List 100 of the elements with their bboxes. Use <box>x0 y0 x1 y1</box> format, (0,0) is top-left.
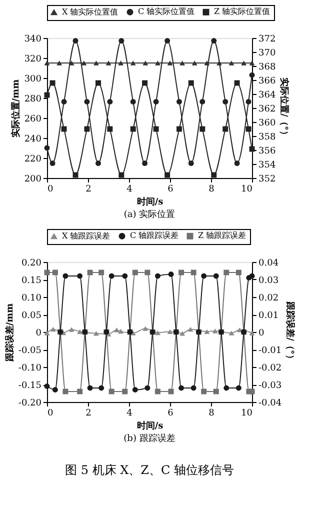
y2-tick-label: 366 <box>258 76 276 86</box>
y-tick-label: 220 <box>24 154 42 164</box>
point <box>118 60 124 66</box>
legend-label: C 轴实际位置值 <box>138 7 195 16</box>
y2-tick-label: 352 <box>258 174 276 184</box>
legend-label: X 轴实际位置值 <box>62 7 118 16</box>
y-tick-label: 280 <box>24 94 42 104</box>
point <box>98 385 104 391</box>
text: (b) 跟踪误差 <box>124 433 176 444</box>
x-tick-label: 4 <box>126 408 133 418</box>
point <box>77 273 83 279</box>
point <box>107 98 113 104</box>
y-tick-label: 0.15 <box>21 276 42 286</box>
point <box>130 60 136 66</box>
x-tick-label: 10 <box>241 408 253 418</box>
y2-tick-label: -0.04 <box>258 398 282 408</box>
y2-tick-label: 368 <box>258 62 276 72</box>
point <box>236 385 242 391</box>
point <box>44 330 50 336</box>
point <box>56 60 62 66</box>
y2-axis-title: 跟踪误差/（°） <box>284 300 296 364</box>
point <box>249 72 255 78</box>
point <box>98 270 104 276</box>
y-tick-label: 300 <box>24 74 42 84</box>
point <box>188 160 194 166</box>
point <box>130 330 136 336</box>
y-tick-label: 320 <box>24 54 42 64</box>
point <box>211 172 217 178</box>
point <box>180 331 186 336</box>
y-tick-label: -0.05 <box>18 346 42 356</box>
y-tick-label: 0 <box>36 328 42 338</box>
point <box>61 98 67 104</box>
point <box>178 385 184 391</box>
y2-tick-label: -0.01 <box>258 346 282 356</box>
point <box>142 80 148 86</box>
x-tick-label: 4 <box>126 184 133 194</box>
point <box>228 60 234 66</box>
point <box>164 172 170 178</box>
point <box>180 60 186 66</box>
y2-tick-label: 372 <box>258 34 276 44</box>
point <box>241 60 247 66</box>
point <box>44 60 50 66</box>
x-tick-label: 0 <box>48 184 54 194</box>
y2-tick-label: 362 <box>258 104 276 114</box>
point <box>234 160 240 166</box>
point <box>144 385 150 391</box>
point <box>77 388 83 394</box>
x-tick-label: 10 <box>241 184 253 194</box>
legend-label: C 轴跟踪误差 <box>130 231 179 240</box>
point <box>122 273 128 279</box>
x-tick-label: 6 <box>168 184 174 194</box>
point <box>188 326 194 332</box>
caption: 图 5 机床 X、Z、C 轴位移信号 <box>65 463 234 477</box>
point <box>130 98 136 104</box>
point <box>211 38 217 44</box>
x-tick-label: 8 <box>208 184 215 194</box>
point <box>142 160 148 166</box>
legend-label: Z 轴跟踪误差 <box>198 231 246 240</box>
point <box>96 160 101 166</box>
point <box>154 60 160 66</box>
y-tick-label: 240 <box>24 134 42 144</box>
point <box>236 270 242 276</box>
y-tick-label: 200 <box>24 174 42 184</box>
point <box>87 385 93 391</box>
point <box>50 160 56 166</box>
y-tick-label: 340 <box>24 34 42 44</box>
point <box>93 60 99 66</box>
legend-label: X 轴跟踪误差 <box>62 231 110 240</box>
point <box>68 60 74 66</box>
y-axis-title: 跟踪误差/mm <box>4 302 16 363</box>
point <box>168 272 174 277</box>
point <box>84 98 90 104</box>
point <box>246 275 252 280</box>
y2-axis-title: 实际位置/（°） <box>278 78 290 140</box>
y2-tick-label: 0.01 <box>258 311 279 321</box>
point <box>68 327 74 332</box>
point <box>176 98 182 104</box>
point <box>224 385 230 391</box>
y-axis-title: 实际位置/mm <box>10 78 22 138</box>
point <box>176 126 182 132</box>
y-tick-label: -0.10 <box>18 364 42 374</box>
x-tick-label: 2 <box>86 184 92 194</box>
point <box>154 388 160 394</box>
y-tick-label: 0.05 <box>21 311 42 321</box>
point <box>77 329 83 334</box>
point <box>118 328 124 334</box>
y2-tick-label: 356 <box>258 146 276 156</box>
x-tick-label: 2 <box>86 408 92 418</box>
y2-tick-label: 364 <box>258 90 276 100</box>
y2-tick-label: -0.02 <box>258 364 282 374</box>
y-tick-label: 0.20 <box>21 258 42 268</box>
x-axis-title: 时间/s <box>136 196 164 208</box>
point <box>201 273 207 279</box>
point <box>164 38 170 44</box>
point <box>142 326 148 331</box>
point <box>50 326 56 332</box>
y2-tick-label: -0.03 <box>258 381 282 391</box>
y2-tick-label: 0 <box>258 328 264 338</box>
y-tick-label: -0.20 <box>18 398 42 408</box>
point <box>153 98 159 104</box>
